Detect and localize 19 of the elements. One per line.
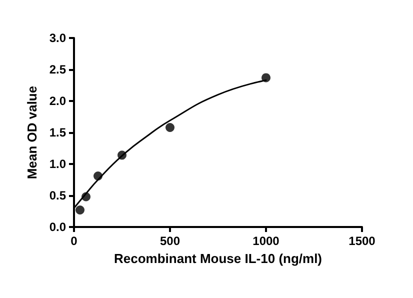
point: [82, 192, 90, 202]
y-axis-title: Mean OD value: [24, 86, 40, 180]
point: [76, 205, 84, 214]
y-tick-label: 2.0: [49, 94, 66, 108]
x-axis-title: Recombinant Mouse IL-10 (ng/ml): [114, 250, 322, 266]
y-tick-label: 0.5: [49, 188, 66, 202]
x-tick-label: 1500: [348, 234, 376, 248]
point: [166, 122, 174, 132]
point: [94, 171, 102, 180]
y-tick-label: 1.5: [49, 126, 66, 140]
y-tick-label: 3.0: [49, 31, 66, 45]
x-tick-label: 500: [160, 234, 180, 248]
y-tick-label: 0.0: [49, 220, 66, 234]
y-tick-label: 2.5: [49, 62, 66, 76]
point: [262, 73, 270, 82]
point: [118, 150, 126, 160]
x-tick-label: 0: [70, 234, 78, 248]
x-tick-label: 1000: [252, 234, 280, 248]
y-tick-label: 1.0: [49, 157, 66, 171]
